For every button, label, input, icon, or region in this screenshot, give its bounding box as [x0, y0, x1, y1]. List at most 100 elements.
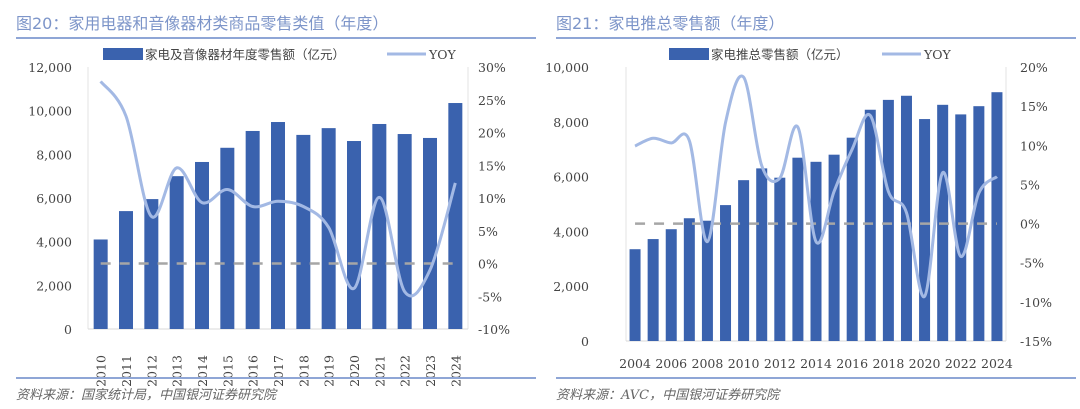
chart-panel-right: 图21：家电推总零售额（年度） 0 2,000 4,000 6,000 8,000 10,…	[540, 0, 1080, 409]
bar	[220, 147, 235, 329]
x-tick-label: 2018	[872, 356, 904, 371]
x-tick-label: 2012	[144, 355, 159, 387]
bar	[846, 137, 858, 341]
x-tick-label: 2016	[836, 356, 868, 371]
y-tick-label: 10,000	[545, 60, 589, 75]
x-tick-label: 2014	[195, 355, 210, 387]
y-tick-label: 2,000	[36, 278, 72, 293]
x-tick-label: 2011	[119, 355, 134, 387]
bar	[665, 229, 677, 341]
chart-panel-left: 图20：家用电器和音像器材类商品零售类值（年度） 0 2,000 4,000 6,00…	[16, 14, 536, 403]
y2-tick-label: 5%	[1020, 177, 1040, 192]
x-tick-label: 2012	[764, 356, 796, 371]
bar	[423, 137, 437, 329]
legend-line-label: YOY	[923, 47, 951, 62]
bar	[119, 211, 133, 329]
x-tick-label: 2013	[170, 355, 185, 387]
y2-tick-label: 15%	[1020, 99, 1048, 114]
bar	[792, 157, 804, 341]
bar	[347, 141, 361, 329]
x-tick-label: 2020	[909, 356, 941, 371]
title-divider	[556, 37, 1076, 39]
y2-tick-label: 15%	[478, 158, 506, 173]
x-tick-label: 2010	[728, 356, 760, 371]
bar	[882, 99, 894, 341]
bar	[720, 205, 732, 341]
bar	[991, 92, 1003, 341]
legend-bar-swatch	[103, 48, 143, 60]
x-tick-label: 2019	[322, 355, 337, 387]
y2-tick-label: 5%	[478, 224, 498, 239]
y-tick-label: 12,000	[28, 60, 72, 75]
y-tick-label: 8,000	[36, 147, 72, 162]
x-tick-label: 2024	[448, 355, 463, 387]
x-tick-label: 2024	[981, 356, 1013, 371]
bar	[93, 239, 108, 329]
bar	[738, 180, 750, 341]
y2-tick-label: 10%	[1020, 138, 1048, 153]
bar	[919, 119, 931, 341]
y2-tick-label: 30%	[478, 60, 506, 75]
y2-tick-label: 0%	[1020, 217, 1040, 232]
x-tick-label: 2022	[398, 355, 413, 387]
bar	[372, 123, 387, 329]
legend-bar-swatch	[669, 48, 709, 60]
bar	[683, 218, 695, 341]
chart-right: 0 2,000 4,000 6,000 8,000 10,000 -15% -10% -5% 0%…	[545, 47, 1052, 371]
source-divider	[16, 377, 536, 379]
source-note: 资料来源：AVC，中国银河证券研究院	[556, 388, 780, 403]
y-tick-label: 4,000	[36, 235, 72, 250]
x-tick-label: 2023	[423, 355, 438, 387]
bar	[169, 176, 184, 329]
y-tick-label: 0	[64, 322, 72, 337]
title-divider	[16, 37, 536, 39]
y2-tick-label: -15%	[1020, 334, 1052, 349]
legend-line-label: YOY	[428, 47, 456, 62]
x-tick-label: 2018	[296, 355, 311, 387]
x-tick-label: 2014	[800, 356, 832, 371]
y-tick-label: 0	[581, 334, 589, 349]
bar	[647, 239, 659, 341]
bar	[864, 109, 876, 341]
x-tick-label: 2008	[692, 356, 724, 371]
chart-left: 0 2,000 4,000 6,000 8,000 10,000 12,000 -10% -5%…	[28, 47, 510, 387]
x-tick-label: 2004	[619, 356, 651, 371]
source-divider	[556, 377, 1076, 379]
x-tick-label: 2021	[372, 355, 387, 387]
y-tick-label: 2,000	[553, 279, 589, 294]
bar	[810, 161, 822, 341]
legend-bar-label: 家电及音像器材年度零售额（亿元）	[145, 47, 345, 62]
chart-title: 图20：家用电器和音像器材类商品零售类值（年度）	[16, 14, 389, 33]
x-tick-label: 2015	[220, 355, 235, 387]
bar	[701, 220, 713, 341]
y2-tick-label: -10%	[478, 322, 510, 337]
y-tick-label: 10,000	[28, 104, 72, 119]
y-tick-label: 6,000	[553, 170, 589, 185]
bar	[448, 103, 463, 330]
bar	[955, 114, 967, 341]
y2-tick-label: 10%	[478, 191, 506, 206]
legend-bar-label: 家电推总零售额（亿元）	[711, 47, 849, 62]
y2-tick-label: -5%	[478, 289, 502, 304]
x-tick-label: 2006	[655, 356, 687, 371]
bar	[271, 122, 285, 330]
x-tick-label: 2017	[271, 355, 286, 387]
y-tick-label: 8,000	[553, 115, 589, 130]
bar	[296, 134, 311, 329]
y2-tick-label: 20%	[1020, 60, 1048, 75]
x-tick-label: 2022	[945, 356, 977, 371]
chart-title: 图21：家电推总零售额（年度）	[556, 14, 785, 33]
y2-tick-label: 25%	[478, 93, 506, 108]
yoy-line	[99, 80, 457, 298]
bar	[245, 130, 260, 329]
bar	[828, 154, 840, 341]
x-tick-label: 2020	[347, 355, 362, 387]
bar	[774, 177, 786, 341]
bar	[756, 168, 768, 341]
y2-tick-label: -10%	[1020, 295, 1052, 310]
bar	[629, 249, 641, 341]
y2-tick-label: 0%	[478, 257, 498, 272]
y-tick-label: 4,000	[553, 224, 589, 239]
bar	[195, 161, 209, 329]
y2-tick-label: -5%	[1020, 256, 1044, 271]
